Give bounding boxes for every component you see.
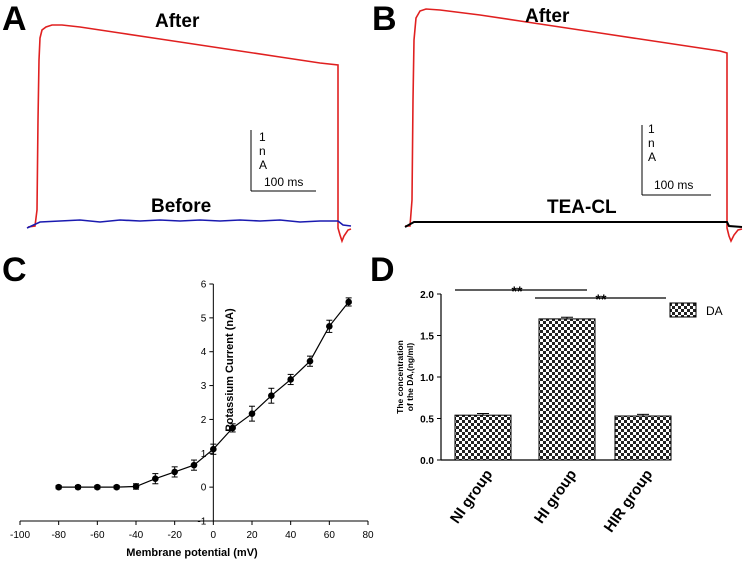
panel-b-after-trace — [405, 8, 743, 243]
panel-c-y-tick-label: 0 — [201, 483, 207, 494]
panel-c-x-tick-label: -100 — [10, 530, 30, 541]
panel-d-bar — [538, 318, 596, 461]
panel-d-significance-label: ** — [596, 291, 607, 307]
panel-c-data-point — [152, 475, 159, 482]
panel-c-x-tick-label: 60 — [324, 530, 336, 541]
panel-a-after-label: After — [155, 11, 200, 32]
panel-b-letter: B — [372, 0, 397, 38]
panel-c-y-tick-label: -1 — [197, 517, 206, 528]
panel-b-scale-bar: 1 n A 100 ms — [641, 122, 711, 196]
panel-c-data-point — [94, 483, 101, 491]
panel-a: A After Before 1 n A 100 ms — [2, 0, 352, 244]
panel-a-scale-current-a: A — [259, 158, 267, 172]
legend-label-da: DA — [706, 304, 723, 318]
panel-c-letter: C — [2, 251, 27, 289]
panel-a-scale-time: 100 ms — [264, 175, 303, 189]
panel-c-y-tick-label: 5 — [201, 313, 207, 324]
panel-c-data-point — [248, 410, 256, 417]
panel-c-data-point — [287, 376, 294, 383]
panel-d-y-axis-title-line2: of the DA,(ng/ml) — [405, 343, 415, 412]
panel-d-category-label: NI group — [447, 467, 496, 527]
panel-c-data-point — [171, 468, 178, 476]
panel-c-series-line — [58, 301, 350, 488]
panel-d-y-tick-label: 1.0 — [420, 373, 434, 384]
panel-c-data-point — [345, 298, 352, 306]
panel-d-y-tick-label: 1.5 — [420, 332, 434, 343]
panel-a-scale-current-n: n — [259, 144, 266, 158]
panel-d-y-axis-title-line1: The concentration — [395, 340, 405, 414]
panel-c-x-tick-label: 0 — [211, 530, 217, 541]
panel-c-x-tick-label: -80 — [51, 530, 66, 541]
panel-c-y-tick-label: 4 — [201, 347, 207, 358]
panel-c-y-tick-label: 2 — [201, 415, 207, 426]
panel-a-scale-bar: 1 n A 100 ms — [250, 130, 316, 192]
panel-c-data-point — [210, 445, 217, 453]
panel-d-y-tick-label: 0.0 — [420, 456, 434, 467]
panel-b-scale-current-n: n — [648, 136, 655, 150]
panel-d-category-label: HIR group — [601, 467, 657, 536]
panel-c-chart: -100 -80 -60 -40 -20 0 20 40 60 80 -1 0 1 2 3 4 5 6 — [10, 280, 374, 542]
panel-b-tea-trace — [404, 221, 743, 228]
panel-d: D 0.0 0.5 1.0 1.5 2.0 NI group HI group HIR gro… — [370, 251, 723, 536]
panel-a-before-trace — [26, 219, 352, 229]
panel-a-scale-current-1: 1 — [259, 130, 266, 144]
panel-a-before-label: Before — [151, 196, 211, 217]
panel-c-data-point — [55, 483, 62, 491]
panel-c-data-point — [268, 392, 275, 400]
panel-c-x-tick-label: 80 — [362, 530, 374, 541]
panel-c-x-tick-label: 40 — [285, 530, 297, 541]
panel-d-category-label: HI group — [531, 467, 580, 527]
legend-swatch-da — [669, 302, 697, 318]
panel-a-letter: A — [2, 0, 27, 38]
panel-c: C -100 -80 -60 -40 -20 0 20 40 60 80 -1 0 1 2 3 4 5 6 Mem… — [2, 251, 374, 559]
panel-c-data-point — [306, 357, 314, 365]
panel-c-y-tick-label: 1 — [201, 449, 207, 460]
panel-d-y-tick-label: 2.0 — [420, 290, 434, 301]
panel-c-x-axis-title: Membrane potential (mV) — [126, 547, 258, 559]
panel-d-y-tick-label: 0.5 — [420, 415, 434, 426]
panel-d-letter: D — [370, 251, 395, 289]
panel-c-data-point — [132, 483, 140, 490]
panel-b-scale-time: 100 ms — [654, 178, 693, 192]
panel-c-data-point — [74, 483, 82, 491]
panel-b-after-label: After — [525, 6, 570, 27]
panel-c-data-point — [326, 323, 333, 330]
panel-c-data-point — [190, 461, 198, 469]
panel-c-x-tick-label: -20 — [167, 530, 182, 541]
panel-c-data-point — [229, 424, 236, 432]
panel-b-tea-label: TEA-CL — [547, 197, 617, 218]
panel-b-scale-current-1: 1 — [648, 122, 655, 136]
panel-d-legend: DA — [669, 302, 723, 318]
panel-c-y-tick-label: 3 — [201, 381, 207, 392]
panel-c-x-tick-label: 20 — [246, 530, 258, 541]
panel-d-bar — [454, 414, 512, 461]
panel-c-x-tick-label: -60 — [90, 530, 105, 541]
panel-d-chart: 0.0 0.5 1.0 1.5 2.0 NI group HI group HIR group… — [420, 283, 672, 536]
panel-c-y-tick-label: 6 — [201, 280, 207, 291]
panel-d-significance-label: ** — [512, 283, 523, 299]
panel-d-bar — [614, 415, 672, 461]
panel-c-x-tick-label: -40 — [129, 530, 144, 541]
panel-a-after-trace — [27, 24, 352, 244]
panel-b-scale-current-a: A — [648, 150, 656, 164]
panel-c-y-axis-title: Potassium Current (nA) — [224, 308, 236, 432]
panel-b: B After TEA-CL 1 n A 100 ms — [372, 0, 743, 243]
panel-c-data-point — [113, 483, 120, 491]
